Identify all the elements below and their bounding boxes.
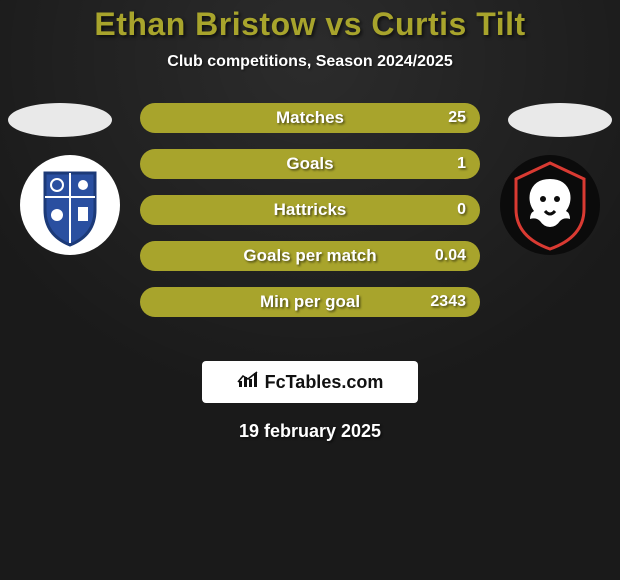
date-label: 19 february 2025 [0, 421, 620, 442]
page-title: Ethan Bristow vs Curtis Tilt [0, 0, 620, 43]
stat-value: 1 [457, 155, 466, 173]
stat-label: Goals [286, 154, 333, 174]
stat-label: Goals per match [243, 246, 376, 266]
club-badge-left [20, 155, 120, 255]
stat-value: 0.04 [435, 247, 466, 265]
stat-label: Matches [276, 108, 344, 128]
stat-bars: Matches 25 Goals 1 Hattricks 0 Goals per match… [140, 103, 480, 333]
club-badge-right [500, 155, 600, 255]
brand-text: FcTables.com [265, 372, 384, 393]
comparison-stage: Matches 25 Goals 1 Hattricks 0 Goals per match… [0, 103, 620, 343]
stat-value: 2343 [430, 293, 466, 311]
stat-label: Min per goal [260, 292, 360, 312]
stat-bar: Hattricks 0 [140, 195, 480, 225]
stat-bar: Goals per match 0.04 [140, 241, 480, 271]
brand-chart-icon [237, 371, 259, 394]
stat-value: 0 [457, 201, 466, 219]
stat-label: Hattricks [274, 200, 347, 220]
stat-bar: Min per goal 2343 [140, 287, 480, 317]
player-photo-left [8, 103, 112, 137]
stat-value: 25 [448, 109, 466, 127]
brand-badge: FcTables.com [202, 361, 418, 403]
player-photo-right [508, 103, 612, 137]
stat-bar: Goals 1 [140, 149, 480, 179]
subtitle: Club competitions, Season 2024/2025 [0, 53, 620, 71]
stat-bar: Matches 25 [140, 103, 480, 133]
